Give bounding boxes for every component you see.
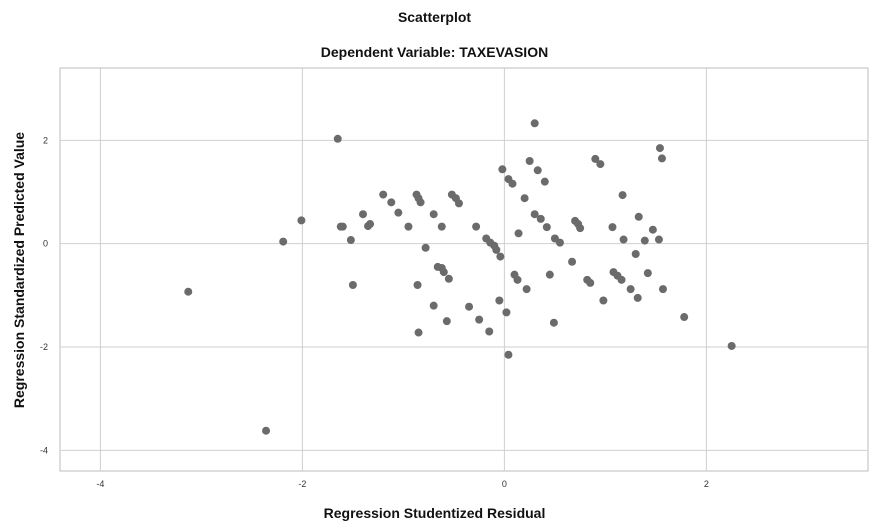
scatter-point bbox=[533, 166, 542, 175]
scatter-point bbox=[542, 223, 551, 232]
scatter-point bbox=[472, 222, 481, 231]
scatter-point bbox=[655, 144, 664, 153]
scatter-point bbox=[496, 252, 505, 261]
scatter-point bbox=[618, 191, 627, 200]
x-tick-label: 0 bbox=[502, 479, 507, 489]
scatter-point bbox=[502, 308, 511, 317]
scatter-point bbox=[439, 268, 448, 277]
scatter-point bbox=[545, 270, 554, 279]
scatter-point bbox=[485, 327, 494, 336]
scatter-point bbox=[680, 313, 689, 322]
gridlines bbox=[60, 68, 868, 471]
scatter-point bbox=[640, 236, 649, 245]
y-tick-label: 0 bbox=[43, 239, 48, 249]
scatter-point bbox=[568, 257, 577, 266]
scatter-point bbox=[454, 199, 463, 208]
scatter-point bbox=[404, 222, 413, 231]
scatter-point bbox=[591, 154, 600, 163]
scatter-point bbox=[626, 285, 635, 294]
scatter-point bbox=[586, 278, 595, 287]
scatter-point bbox=[530, 210, 539, 219]
scatter-point bbox=[413, 281, 422, 289]
scatter-point bbox=[633, 293, 642, 302]
scatter-point bbox=[657, 154, 666, 163]
x-tick-label: 2 bbox=[704, 479, 709, 489]
scatter-point bbox=[387, 198, 396, 207]
scatter-point bbox=[498, 165, 507, 174]
x-tick-label: -2 bbox=[298, 479, 306, 489]
scatter-point bbox=[262, 426, 271, 435]
scatter-point bbox=[608, 223, 617, 232]
y-tick-label: -2 bbox=[40, 342, 48, 352]
plot-area-frame bbox=[59, 67, 869, 472]
scatter-point bbox=[338, 222, 347, 231]
scatter-point bbox=[514, 229, 523, 238]
y-tick-label: 2 bbox=[43, 135, 48, 145]
scatter-point bbox=[279, 237, 288, 246]
data-points bbox=[184, 119, 736, 435]
scatter-point bbox=[465, 302, 474, 311]
scatter-point bbox=[333, 134, 342, 143]
scatter-point bbox=[414, 328, 423, 337]
y-axis-label: Regression Standardized Predicted Value bbox=[11, 131, 27, 409]
x-axis-label: Regression Studentized Residual bbox=[323, 505, 546, 521]
scatter-point bbox=[525, 157, 534, 165]
scatter-point bbox=[492, 245, 501, 254]
scatter-point bbox=[366, 220, 375, 229]
scatter-point bbox=[416, 198, 425, 207]
scatter-point bbox=[648, 225, 657, 234]
scatter-point bbox=[549, 318, 558, 327]
scatter-point bbox=[495, 296, 504, 305]
scatter-point bbox=[429, 301, 438, 310]
scatter-point bbox=[359, 210, 367, 219]
scatter-point bbox=[475, 315, 484, 324]
scatter-point bbox=[421, 243, 430, 252]
scatter-point bbox=[504, 350, 513, 359]
scatter-point bbox=[654, 235, 663, 244]
scatter-point bbox=[599, 296, 608, 305]
scatter-point bbox=[658, 285, 667, 294]
scatter-point bbox=[540, 177, 549, 186]
scatter-point bbox=[530, 119, 539, 128]
scatter-point bbox=[379, 190, 388, 199]
scatter-point bbox=[522, 285, 531, 294]
scatter-point bbox=[297, 216, 306, 225]
scatter-point bbox=[184, 287, 193, 296]
scatter-point bbox=[555, 238, 564, 247]
scatter-point bbox=[348, 281, 357, 289]
scatter-point bbox=[727, 341, 736, 350]
tick-labels: -4 -2 0 2 -4 -2 0 2 bbox=[40, 135, 709, 489]
scatter-point bbox=[442, 317, 451, 326]
y-tick-label: -4 bbox=[40, 445, 48, 455]
x-tick-label: -4 bbox=[96, 479, 104, 489]
scatter-point bbox=[394, 208, 403, 217]
scatter-point bbox=[536, 214, 545, 223]
scatter-point bbox=[631, 250, 640, 258]
scatter-point bbox=[429, 210, 438, 219]
scatter-point bbox=[520, 194, 529, 203]
chart-subtitle: Dependent Variable: TAXEVASION bbox=[320, 44, 549, 60]
scatter-point bbox=[596, 160, 605, 169]
scatter-point bbox=[508, 179, 517, 188]
scatter-point bbox=[617, 275, 626, 284]
scatter-point bbox=[346, 236, 355, 245]
scatter-point bbox=[634, 212, 643, 221]
scatter-point bbox=[576, 224, 585, 233]
scatter-point bbox=[643, 269, 652, 278]
scatter-point bbox=[513, 275, 522, 284]
scatter-point bbox=[619, 235, 628, 244]
scatter-point bbox=[444, 274, 453, 283]
scatter-point bbox=[437, 222, 446, 231]
chart-title: Scatterplot bbox=[397, 9, 472, 25]
